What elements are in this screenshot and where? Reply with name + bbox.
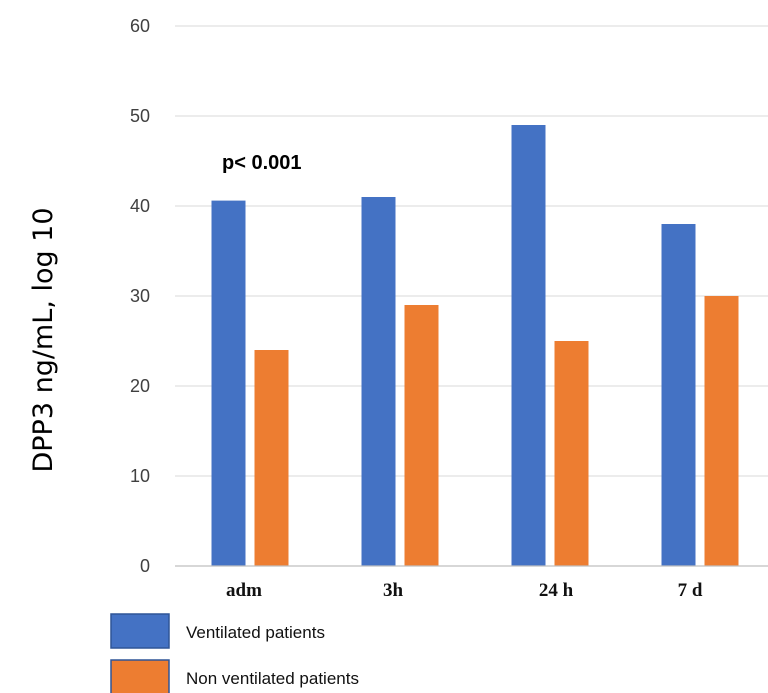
bar-non-ventilated-3: [704, 296, 739, 566]
legend-label: Non ventilated patients: [186, 669, 359, 688]
bar-non-ventilated-1: [404, 305, 439, 566]
legend: Ventilated patients Non ventilated patien…: [110, 613, 359, 693]
y-axis-ticks: 0 10 20 30 40 50 60: [130, 16, 150, 576]
bar-ventilated-2: [511, 125, 546, 566]
bar-non-ventilated-2: [554, 341, 589, 566]
y-tick-label: 50: [130, 106, 150, 126]
y-tick-label: 60: [130, 16, 150, 36]
legend-swatch: [110, 613, 170, 649]
x-axis-ticks: adm 3h 24 h 7 d: [226, 580, 703, 601]
y-tick-label: 0: [140, 556, 150, 576]
x-tick-label: 3h: [383, 580, 404, 601]
y-tick-label: 20: [130, 376, 150, 396]
x-tick-label: 24 h: [539, 580, 574, 601]
y-tick-label: 40: [130, 196, 150, 216]
y-axis-label: DPP3 ng/mL, log 10: [28, 207, 59, 472]
bar-ventilated-3: [661, 224, 696, 566]
legend-swatch: [110, 659, 170, 693]
legend-label: Ventilated patients: [186, 623, 325, 642]
x-tick-label: adm: [226, 580, 262, 601]
p-value-annotation: p< 0.001: [222, 152, 302, 174]
y-tick-label: 10: [130, 466, 150, 486]
bar-non-ventilated-0: [254, 350, 289, 566]
bars: [211, 125, 739, 566]
y-tick-label: 30: [130, 286, 150, 306]
bar-ventilated-0: [211, 200, 246, 566]
bar-ventilated-1: [361, 197, 396, 566]
x-tick-label: 7 d: [678, 580, 703, 601]
